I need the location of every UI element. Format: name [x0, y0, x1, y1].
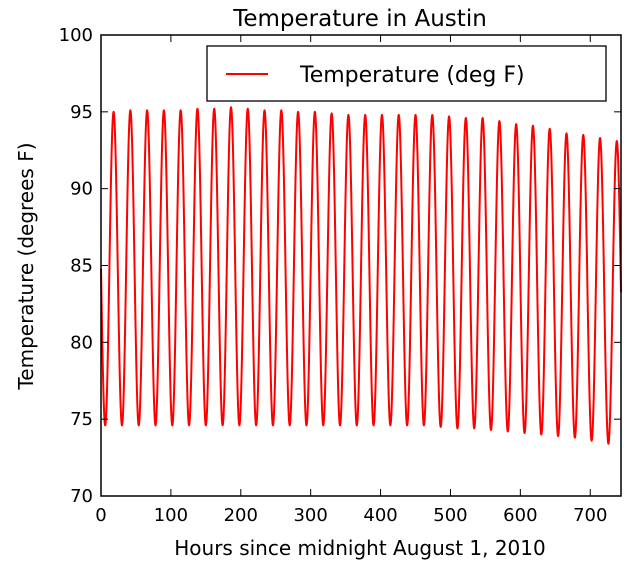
legend-label: Temperature (deg F)	[299, 63, 525, 88]
x-tick-label: 500	[433, 505, 467, 526]
plot-area	[100, 106, 622, 445]
y-tick-label: 70	[70, 486, 93, 507]
x-axis: 0 100 200 300 400 500 600 700	[95, 35, 607, 526]
y-axis-title: Temperature (degrees F)	[14, 142, 38, 390]
x-tick-label: 300	[293, 505, 327, 526]
y-tick-label: 95	[70, 102, 93, 123]
y-tick-label: 100	[59, 25, 93, 46]
x-tick-label: 700	[573, 505, 607, 526]
y-tick-label: 90	[70, 179, 93, 200]
x-tick-label: 0	[95, 505, 106, 526]
x-tick-label: 100	[154, 505, 188, 526]
y-tick-label: 85	[70, 256, 93, 277]
x-tick-label: 400	[363, 505, 397, 526]
legend-box	[206, 45, 607, 102]
plot-frame	[100, 34, 622, 497]
x-tick-label: 200	[224, 505, 258, 526]
y-tick-label: 80	[70, 332, 93, 353]
x-tick-label: 600	[503, 505, 537, 526]
x-axis-title: Hours since midnight August 1, 2010	[174, 536, 545, 560]
legend: Temperature (deg F)	[206, 45, 607, 102]
temperature-line	[100, 106, 622, 445]
y-tick-label: 75	[70, 409, 93, 430]
chart-title: Temperature in Austin	[232, 6, 487, 32]
